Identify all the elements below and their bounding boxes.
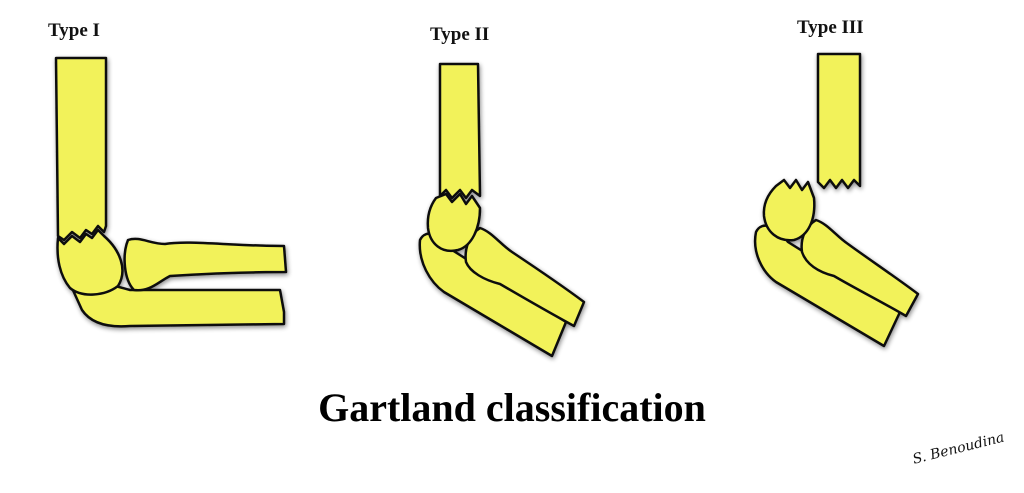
type-2-radius <box>464 226 586 328</box>
type-3-ulna <box>753 224 902 348</box>
type-1-humerus-shaft <box>54 56 108 242</box>
type-2-distal-fragment <box>426 192 482 253</box>
type-3-distal-fragment <box>762 178 816 242</box>
type-3-humerus-shaft <box>816 52 862 190</box>
type-2-elbow-illustration <box>418 62 586 358</box>
type-3-elbow-illustration <box>753 52 920 348</box>
diagram-title: Gartland classification <box>318 385 706 430</box>
type-1-distal-humerus <box>56 228 124 296</box>
type-1-elbow-illustration <box>54 56 288 328</box>
type-3-radius <box>800 218 920 318</box>
type-1-radius <box>123 237 288 292</box>
type-3-label: Type III <box>797 17 864 38</box>
type-1-label: Type I <box>48 20 100 41</box>
type-2-humerus-shaft <box>438 62 482 200</box>
type-2-label: Type II <box>430 24 490 45</box>
